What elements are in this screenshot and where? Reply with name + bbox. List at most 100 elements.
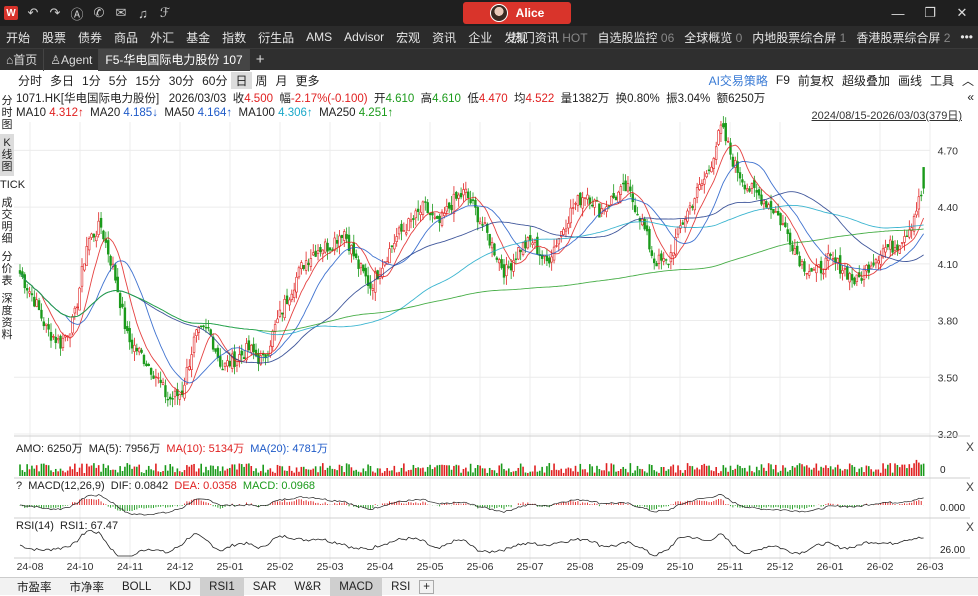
period-5min[interactable]: 5分 [108, 73, 128, 88]
menu-item[interactable]: 债券 [78, 30, 103, 45]
mail-icon[interactable]: ✉ [115, 5, 127, 20]
menu-item[interactable]: 基金 [186, 30, 211, 45]
candle-body [371, 288, 375, 291]
side-intraday[interactable]: 分时图 [1, 95, 13, 131]
period-15min[interactable]: 15分 [135, 73, 161, 88]
side-trades[interactable]: 成交明细 [1, 197, 13, 245]
candle-body [591, 204, 594, 207]
side-kline[interactable]: K线图 [0, 134, 14, 176]
hot-news-link[interactable]: 热门资讯 HOT [506, 29, 593, 46]
candle-body [381, 267, 384, 278]
ai-strategy-button[interactable]: AI交易策略 [708, 73, 768, 88]
menu-item[interactable]: 商品 [114, 30, 139, 45]
draw-button[interactable]: 画线 [897, 73, 922, 88]
menu-item[interactable]: AMS [306, 30, 333, 44]
candle-body [488, 233, 491, 246]
candle-body [526, 237, 530, 249]
close-amo-icon[interactable]: X [965, 440, 974, 454]
chat-icon[interactable]: ✆ [93, 5, 105, 20]
f-icon[interactable]: ℱ [159, 5, 171, 20]
add-tab-button[interactable]: + [255, 51, 265, 68]
ind-tab-boll[interactable]: BOLL [122, 580, 152, 593]
y-tick-label: 3.80 [938, 316, 959, 328]
back-icon[interactable]: ↶ [27, 5, 39, 20]
ma250-value: 4.251↑ [358, 107, 394, 119]
period-intraday[interactable]: 分时 [18, 73, 43, 88]
menu-item[interactable]: 企业 [468, 30, 493, 45]
ind-tab-pe[interactable]: 市盈率 [17, 581, 52, 594]
hk-screen-label: 香港股票综合屏 [856, 30, 941, 45]
period-month[interactable]: 月 [275, 73, 288, 88]
adjust-button[interactable]: 前复权 [797, 73, 834, 88]
ind-tab-rsi[interactable]: RSI [391, 580, 411, 593]
menu-item[interactable]: 外汇 [150, 30, 175, 45]
hk-screen-link[interactable]: 香港股票综合屏 2 [851, 29, 955, 46]
side-price-table[interactable]: 分价表 [1, 251, 13, 287]
f9-button[interactable]: F9 [775, 73, 790, 87]
ind-tab-rsi1[interactable]: RSI1 [200, 577, 244, 596]
menu-item[interactable]: 指数 [222, 30, 247, 45]
tab-stock[interactable]: F5-华电国际电力股份 107 [99, 48, 250, 71]
forward-icon[interactable]: ↷ [49, 5, 61, 20]
more-menu-icon[interactable]: ••• [960, 30, 973, 44]
date-range[interactable]: 2024/08/15-2026/03/03(379日) [811, 110, 962, 122]
menu-item[interactable]: 宏观 [396, 30, 421, 45]
restore-icon[interactable]: ❐ [924, 5, 936, 20]
ind-tab-wr[interactable]: W&R [294, 580, 322, 593]
close-rsi-icon[interactable]: X [965, 520, 974, 534]
mainland-screen-link[interactable]: 内地股票综合屏 1 [747, 29, 851, 46]
side-tick[interactable]: TICK [0, 179, 26, 191]
add-indicator-button[interactable]: + [419, 579, 434, 594]
candle-body [61, 337, 65, 349]
period-1min[interactable]: 1分 [82, 73, 101, 88]
bell-icon[interactable]: ♫ [138, 5, 148, 21]
ind-tab-kdj[interactable]: KDJ [169, 580, 192, 593]
volume-bar [670, 466, 672, 476]
global-overview-link[interactable]: 全球概览 0 [679, 29, 747, 46]
ind-tab-macd[interactable]: MACD [330, 577, 383, 596]
period-multiday[interactable]: 多日 [50, 73, 75, 88]
collapse-left-icon[interactable]: « [967, 90, 974, 104]
candle-body [703, 178, 706, 185]
ind-tab-pb[interactable]: 市净率 [69, 581, 105, 594]
period-30min[interactable]: 30分 [168, 73, 195, 88]
menu-item[interactable]: Advisor [344, 30, 385, 44]
volume-bar [269, 468, 272, 476]
candle-body [52, 336, 55, 338]
volume-bar [584, 469, 586, 476]
volume-bar [150, 469, 152, 476]
period-60min[interactable]: 60分 [202, 73, 228, 88]
candle-body [357, 259, 360, 269]
menu-item[interactable]: 股票 [42, 30, 67, 45]
menu-item[interactable]: 资讯 [432, 30, 457, 45]
a-icon[interactable]: Ⓐ [70, 6, 84, 22]
close-icon[interactable]: ✕ [956, 5, 968, 20]
volume-bar [810, 469, 813, 476]
tab-agent[interactable]: ♙ Agent [44, 48, 100, 71]
candle-body [562, 229, 565, 235]
ind-tab-sar[interactable]: SAR [252, 580, 277, 593]
volume-bar [822, 467, 825, 476]
volume-bar [491, 469, 493, 476]
volume-bar [274, 472, 276, 476]
tools-button[interactable]: 工具 [929, 73, 954, 88]
volume-bar [405, 471, 408, 476]
overlay-button[interactable]: 超级叠加 [841, 73, 890, 88]
period-more[interactable]: 更多 [295, 73, 320, 88]
user-badge[interactable]: Alice [463, 2, 571, 24]
period-day[interactable]: 日 [231, 71, 252, 89]
menu-item[interactable]: 衍生品 [258, 30, 295, 45]
watchlist-link[interactable]: 自选股监控 06 [593, 29, 680, 46]
period-week[interactable]: 周 [255, 73, 268, 88]
minimize-icon[interactable]: — [891, 5, 905, 21]
candle-body [42, 321, 46, 327]
menu-item[interactable]: 发现 [504, 30, 529, 45]
menu-item[interactable]: 开始 [6, 30, 31, 45]
close-macd-icon[interactable]: X [965, 480, 974, 494]
volume-bar [541, 466, 543, 476]
help-icon[interactable]: ? [16, 480, 23, 492]
tab-home[interactable]: ⌂首页 [0, 48, 45, 71]
collapse-up-icon[interactable]: ︿ [961, 73, 974, 88]
side-depth[interactable]: 深度资料 [1, 293, 13, 341]
candle-body [288, 299, 291, 306]
